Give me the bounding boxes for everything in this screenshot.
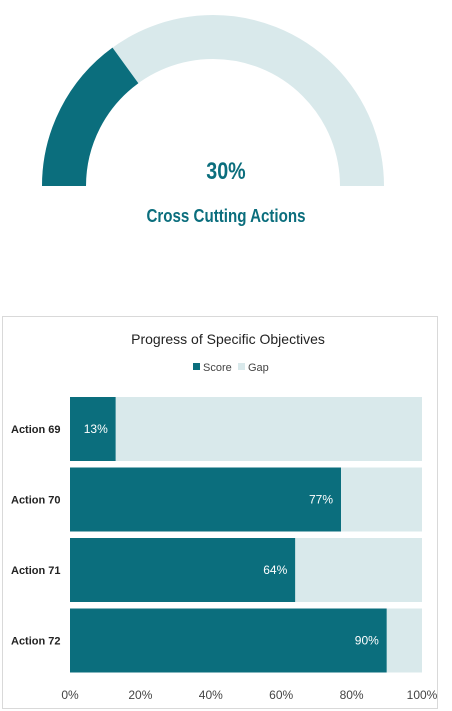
category-label: Action 71 <box>11 565 61 577</box>
bars-group: Action 69 13% Action 70 77% Action 71 64% Acti… <box>11 397 422 673</box>
bar-chart: Progress of Specific Objectives Score Gap… <box>11 331 438 702</box>
x-tick-label: 0% <box>61 688 79 702</box>
gauge-label: Cross Cutting Actions <box>146 206 306 226</box>
data-label: 64% <box>263 563 287 577</box>
data-label: 90% <box>355 634 379 648</box>
legend-swatch-gap <box>238 363 245 370</box>
bar-score-action-71 <box>70 538 296 602</box>
bar-score-action-69 <box>70 397 116 461</box>
data-label: 13% <box>84 422 108 436</box>
data-label: 77% <box>309 493 333 507</box>
gauge-fill <box>42 47 139 187</box>
gauge-value: 30% <box>206 158 246 185</box>
bar-chart-frame: Progress of Specific Objectives Score Gap… <box>2 316 438 709</box>
x-tick-label: 60% <box>269 688 293 702</box>
bar-score-action-72 <box>70 608 387 673</box>
gauge-chart <box>42 15 384 187</box>
bar-gap-action-72 <box>386 608 422 673</box>
x-tick-label: 20% <box>128 688 152 702</box>
bar-gap-action-69 <box>115 397 422 461</box>
x-tick-label: 40% <box>199 688 223 702</box>
category-label: Action 72 <box>11 636 61 648</box>
legend-label-score: Score <box>203 362 232 374</box>
category-label: Action 70 <box>11 495 61 507</box>
chart-title: Progress of Specific Objectives <box>131 331 325 347</box>
bar-score-action-70 <box>70 467 342 532</box>
legend-label-gap: Gap <box>248 362 269 374</box>
chart-legend: Score Gap <box>193 362 269 374</box>
category-label: Action 69 <box>11 424 61 436</box>
x-axis: 0% 20% 40% 60% 80% 100% <box>61 688 437 702</box>
bar-gap-action-70 <box>341 467 422 532</box>
x-tick-label: 80% <box>340 688 364 702</box>
legend-swatch-score <box>193 363 200 370</box>
x-tick-label: 100% <box>407 688 438 702</box>
bar-gap-action-71 <box>295 538 422 602</box>
